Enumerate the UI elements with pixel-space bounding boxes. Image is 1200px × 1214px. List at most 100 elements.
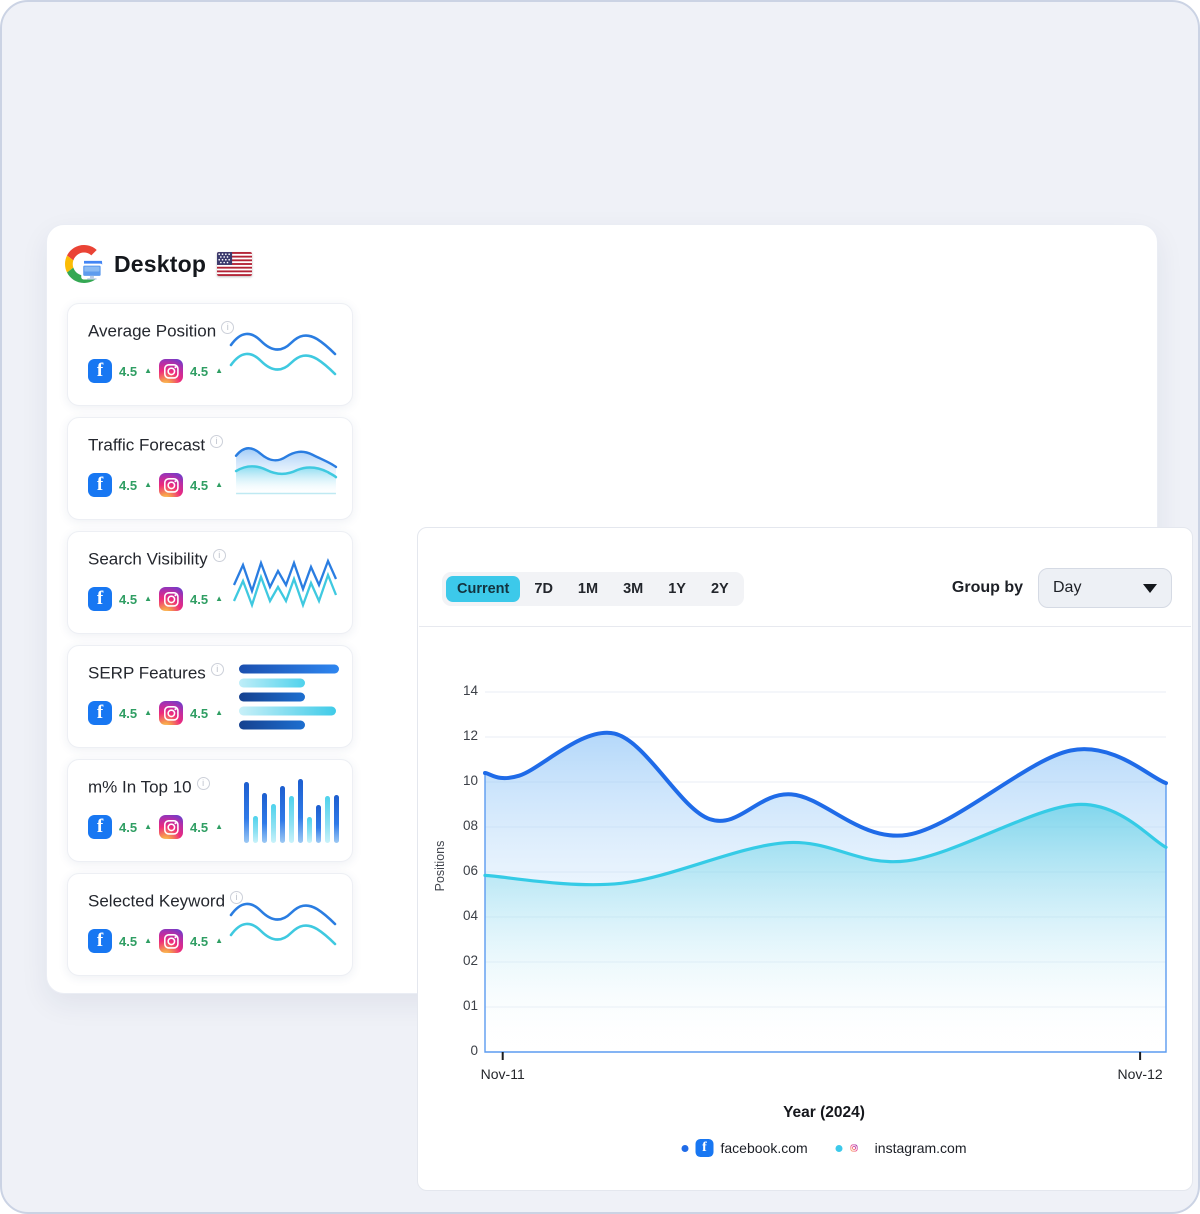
app-header: Desktop (65, 245, 253, 283)
facebook-value: 4.5 (119, 363, 138, 379)
facebook-icon: f (88, 701, 112, 725)
instagram-icon (159, 587, 183, 611)
sparkline-waves (227, 895, 339, 955)
trend-up-icon: ▲ (215, 821, 223, 831)
metric-card-selected-keyword[interactable]: Selected Keyword i f 4.5 ▲ 4.5 ▲ (67, 873, 353, 976)
us-flag-icon (217, 252, 253, 276)
metric-card-title: SERP Features i (88, 663, 224, 684)
metric-card-title: Selected Keyword i (88, 891, 244, 912)
instagram-value: 4.5 (190, 705, 209, 721)
serp-bar (239, 664, 339, 673)
facebook-icon: f (88, 473, 112, 497)
metric-card-average-position[interactable]: Average Position i f 4.5 ▲ 4.5 ▲ (67, 303, 353, 406)
info-icon[interactable]: i (210, 663, 224, 676)
metric-card-traffic-forecast[interactable]: Traffic Forecast i f 4.5 ▲ 4.5 ▲ (67, 417, 353, 520)
sparkline-area (233, 439, 339, 499)
metric-values: f 4.5 ▲ 4.5 ▲ (88, 473, 223, 497)
chart-panel: Current 7D 1M 3M 1Y 2Y Group by Day Positions… (417, 527, 1193, 1191)
facebook-icon: f (88, 815, 112, 839)
tab-1m[interactable]: 1M (577, 581, 599, 597)
serp-bar (239, 678, 305, 687)
top10-bar (261, 792, 267, 843)
top10-bar (315, 805, 321, 843)
metric-card-serp-features[interactable]: SERP Features i f 4.5 ▲ 4.5 ▲ (67, 645, 353, 748)
trend-up-icon: ▲ (144, 821, 152, 831)
top10-bar (279, 786, 285, 843)
tab-7d[interactable]: 7D (534, 581, 553, 597)
desktop-monitor-icon (81, 263, 103, 280)
facebook-value: 4.5 (119, 591, 138, 607)
info-icon[interactable]: i (196, 777, 210, 790)
info-icon[interactable]: i (210, 435, 224, 448)
info-icon[interactable]: i (212, 549, 226, 562)
metric-card-title: Search Visibility i (88, 549, 226, 570)
facebook-series-line (483, 730, 1168, 838)
y-tick-label: 10 (462, 773, 478, 788)
facebook-value: 4.5 (119, 477, 138, 493)
y-tick-label: 08 (462, 818, 478, 833)
group-by-dropdown[interactable]: Day (1038, 568, 1172, 608)
y-tick-label: 02 (462, 953, 478, 968)
tab-1y[interactable]: 1Y (668, 581, 686, 597)
metric-card-search-visibility[interactable]: Search Visibility i f 4.5 ▲ 4.5 ▲ (67, 531, 353, 634)
legend-item-facebook-com[interactable]: f facebook.com (681, 1139, 808, 1157)
instagram-icon (159, 473, 183, 497)
trend-up-icon: ▲ (215, 479, 223, 489)
trend-up-icon: ▲ (215, 365, 223, 375)
metric-values: f 4.5 ▲ 4.5 ▲ (88, 587, 223, 611)
instagram-icon (159, 815, 183, 839)
page-title: Desktop (114, 250, 207, 277)
dashboard-panel: Desktop (46, 224, 1193, 1191)
metric-card-title: Traffic Forecast i (88, 435, 224, 456)
x-tick-label: Nov-12 (1117, 1066, 1163, 1082)
metric-card-m-in-top-10[interactable]: m% In Top 10 i f 4.5 ▲ 4.5 ▲ (67, 759, 353, 862)
instagram-series-area (485, 804, 1166, 1052)
metric-title-text: Selected Keyword (88, 891, 226, 911)
top10-bar (270, 804, 276, 843)
info-icon[interactable]: i (230, 891, 244, 904)
instagram-icon (159, 701, 183, 725)
instagram-icon (849, 1139, 868, 1157)
tab-current[interactable]: Current (446, 576, 521, 602)
tab-3m[interactable]: 3M (623, 581, 644, 597)
facebook-value: 4.5 (119, 819, 138, 835)
serp-bar (239, 720, 305, 729)
x-axis-title: Year (2024) (783, 1104, 865, 1121)
time-range-tabs: Current 7D 1M 3M 1Y 2Y (442, 572, 744, 606)
metric-title-text: Average Position (88, 321, 217, 341)
facebook-icon: f (695, 1139, 714, 1157)
y-tick-label: 01 (462, 998, 478, 1013)
top10-bar (324, 796, 330, 843)
x-tick-label: Nov-11 (480, 1066, 525, 1082)
legend-item-instagram-com[interactable]: instagram.com (835, 1139, 967, 1157)
instagram-value: 4.5 (190, 933, 209, 949)
metric-values: f 4.5 ▲ 4.5 ▲ (88, 359, 223, 383)
trend-up-icon: ▲ (144, 365, 152, 375)
metric-values: f 4.5 ▲ 4.5 ▲ (88, 701, 223, 725)
instagram-value: 4.5 (190, 819, 209, 835)
metric-values: f 4.5 ▲ 4.5 ▲ (88, 929, 223, 953)
y-tick-label: 0 (470, 1043, 478, 1058)
info-icon[interactable]: i (221, 321, 235, 334)
facebook-icon: f (88, 929, 112, 953)
trend-up-icon: ▲ (144, 707, 152, 717)
positions-area-chart[interactable] (483, 691, 1168, 1060)
top10-bar (252, 815, 258, 843)
metric-values: f 4.5 ▲ 4.5 ▲ (88, 815, 223, 839)
group-by-label: Group by (951, 579, 1023, 596)
facebook-icon: f (88, 359, 112, 383)
y-tick-label: 14 (462, 683, 478, 698)
tab-2y[interactable]: 2Y (710, 581, 729, 597)
legend-dot (835, 1144, 843, 1152)
legend-label: instagram.com (874, 1140, 967, 1156)
facebook-icon: f (88, 587, 112, 611)
serp-bar (239, 706, 336, 715)
trend-up-icon: ▲ (144, 935, 152, 945)
sparkline-waves (227, 325, 339, 385)
top10-bar (333, 795, 339, 843)
legend-label: facebook.com (720, 1140, 808, 1156)
chevron-down-icon (1143, 583, 1157, 593)
top10-bar (297, 778, 303, 843)
trend-up-icon: ▲ (215, 593, 223, 603)
trend-up-icon: ▲ (144, 593, 152, 603)
